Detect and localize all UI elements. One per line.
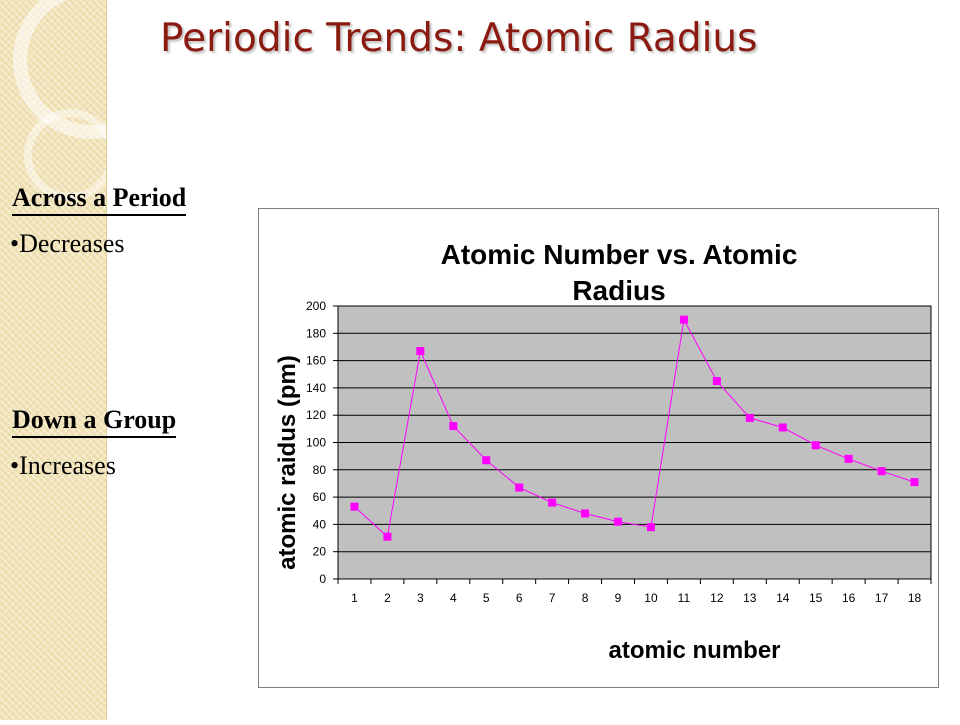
data-point	[811, 441, 820, 450]
y-tick-label: 60	[313, 490, 327, 504]
y-tick-label: 40	[313, 517, 327, 531]
y-tick-label: 180	[306, 326, 326, 340]
x-tick-label: 2	[384, 591, 391, 605]
x-tick-label: 15	[809, 591, 823, 605]
x-tick-label: 8	[582, 591, 589, 605]
x-axis-label: atomic number	[608, 637, 780, 664]
data-point	[416, 347, 425, 356]
data-point	[482, 456, 491, 465]
y-tick-label: 200	[306, 299, 326, 313]
chart-title-line: Radius	[572, 275, 665, 306]
data-point	[877, 467, 886, 476]
x-tick-label: 1	[351, 591, 358, 605]
y-tick-label: 0	[319, 572, 326, 586]
down-group-heading: Down a Group	[12, 404, 177, 438]
x-tick-label: 12	[710, 591, 724, 605]
x-tick-label: 14	[776, 591, 790, 605]
across-period-heading: Across a Period	[12, 182, 187, 216]
bullet-marker: •	[10, 451, 20, 480]
x-tick-label: 3	[417, 591, 424, 605]
y-tick-label: 120	[306, 408, 326, 422]
data-point	[679, 315, 688, 324]
x-tick-label: 4	[450, 591, 457, 605]
y-tick-label: 160	[306, 354, 326, 368]
atomic-radius-chart: Atomic Number vs. Atomic Radius 0 20 40 60 80 1…	[274, 239, 932, 664]
data-point	[515, 483, 524, 492]
bullet-marker: •	[10, 229, 20, 258]
x-tick-label: 18	[908, 591, 922, 605]
data-point	[745, 413, 754, 422]
decorative-side-strip	[0, 0, 171, 720]
x-tick-label: 5	[483, 591, 490, 605]
data-point	[449, 422, 458, 431]
slide-title: Periodic Trends: Atomic Radius	[160, 16, 758, 61]
series-line	[354, 318, 915, 538]
data-point	[548, 498, 557, 507]
x-tick-label: 9	[615, 591, 622, 605]
data-point	[712, 377, 721, 386]
chart-frame: Atomic Number vs. Atomic Radius 0 20 40 60 80 1…	[258, 208, 939, 688]
data-point	[581, 509, 590, 518]
across-period-bullet-text: Decreases	[19, 229, 125, 258]
y-tick-label: 80	[313, 463, 327, 477]
x-tick-label: 13	[743, 591, 757, 605]
data-point	[844, 454, 853, 463]
x-tick-label: 6	[516, 591, 523, 605]
across-period-bullet: •Decreases	[10, 228, 124, 260]
y-tick-label: 20	[313, 545, 327, 559]
x-tick-label: 7	[549, 591, 556, 605]
data-point	[350, 502, 359, 511]
x-tick-label: 16	[842, 591, 856, 605]
down-group-bullet: •Increases	[10, 450, 116, 482]
data-point	[910, 478, 919, 487]
decorative-rings	[13, 0, 171, 201]
data-point	[383, 532, 392, 541]
x-tick-label: 11	[678, 591, 691, 605]
x-tick-label: 10	[644, 591, 658, 605]
y-tick-label: 100	[306, 436, 326, 450]
data-point	[778, 423, 787, 432]
y-axis-label: atomic raidus (pm)	[274, 355, 301, 570]
chart-title-line: Atomic Number vs. Atomic	[441, 239, 798, 270]
down-group-bullet-text: Increases	[19, 451, 116, 480]
x-tick-label: 17	[875, 591, 889, 605]
y-tick-label: 140	[306, 381, 326, 395]
data-point	[614, 517, 623, 526]
data-point	[646, 523, 655, 532]
